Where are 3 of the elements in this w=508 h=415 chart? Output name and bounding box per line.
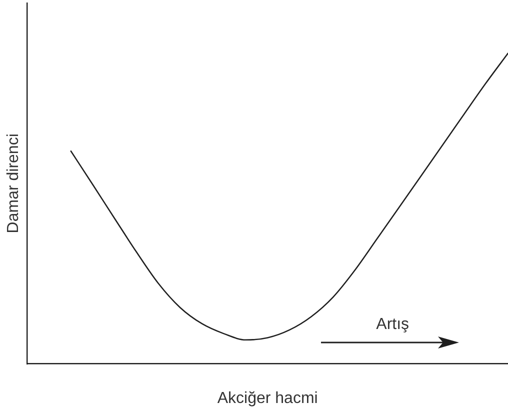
- annotation: Artış: [376, 316, 410, 334]
- x-axis-title: Akciğer hacmi: [217, 390, 318, 407]
- y-axis-title: Damar direnci: [5, 134, 22, 234]
